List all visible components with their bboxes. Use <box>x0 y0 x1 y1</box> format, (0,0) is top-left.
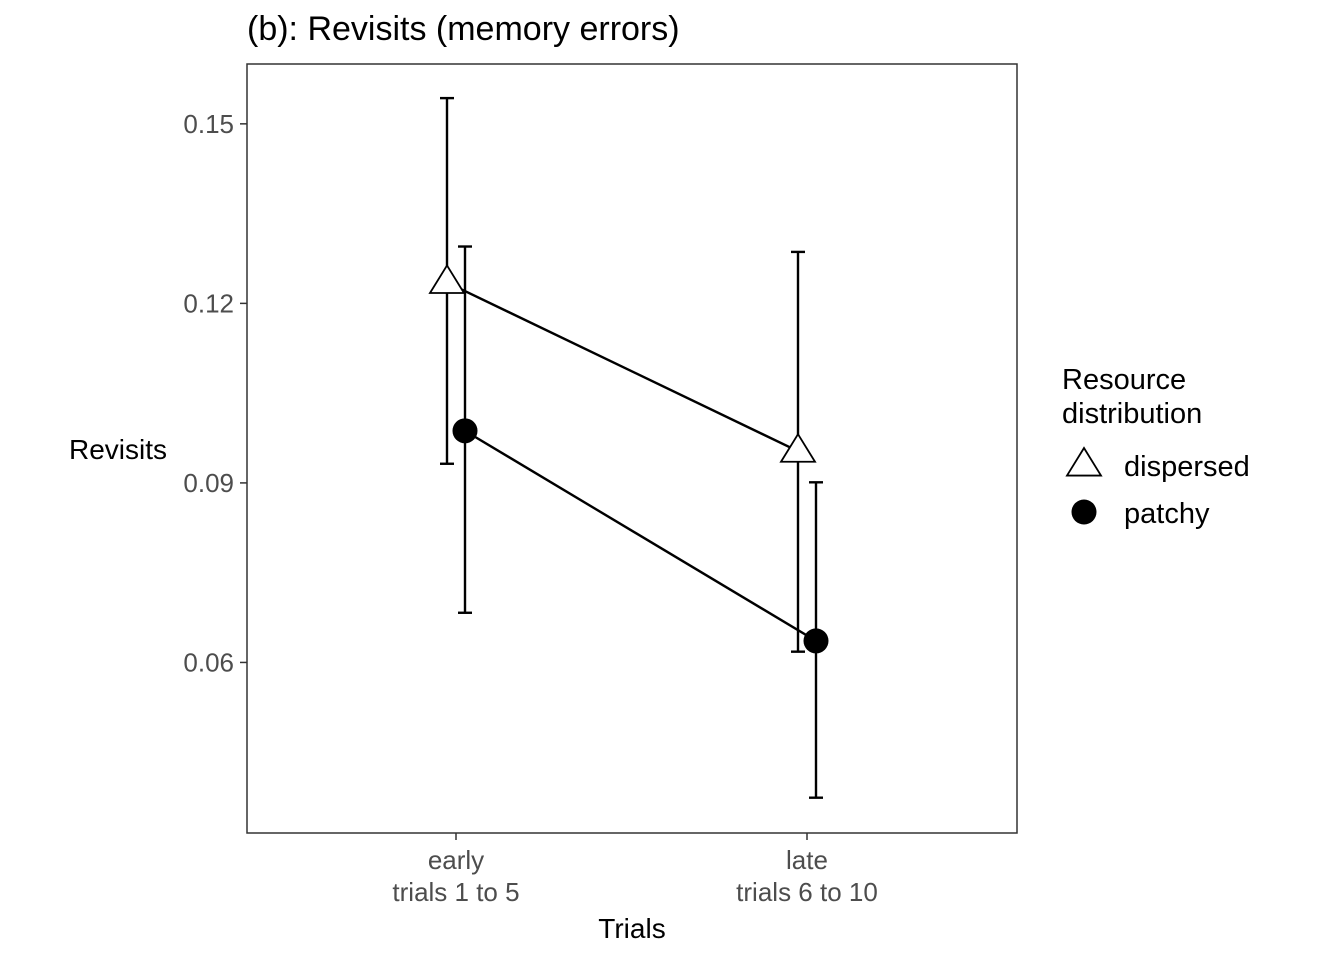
x-tick-label: early <box>428 845 484 875</box>
circle-marker <box>452 418 478 444</box>
y-tick-label: 0.06 <box>183 647 234 677</box>
y-axis: 0.06 0.09 0.12 0.15 <box>183 109 247 677</box>
triangle-marker-legend-key <box>1065 446 1103 477</box>
legend-label: patchy <box>1124 498 1210 530</box>
plot-panel <box>246 63 1018 834</box>
series-line <box>446 281 799 453</box>
y-axis-title: Revisits <box>69 434 167 465</box>
x-tick-label: trials 1 to 5 <box>392 877 519 907</box>
y-tick-label: 0.12 <box>183 288 234 318</box>
legend-title: Resource <box>1062 364 1186 396</box>
y-tick-label: 0.15 <box>183 109 234 139</box>
circle-marker <box>803 628 829 654</box>
legend-item-dispersed: dispersed <box>1065 446 1250 483</box>
x-tick-label: late <box>786 845 828 875</box>
series-line <box>464 429 817 642</box>
triangle-marker <box>779 432 817 463</box>
x-tick-label: trials 6 to 10 <box>736 877 878 907</box>
legend-title: distribution <box>1062 398 1202 430</box>
chart-title: (b): Revisits (memory errors) <box>247 10 680 48</box>
legend-label: dispersed <box>1124 451 1250 483</box>
series-layer <box>428 96 829 799</box>
y-tick-label: 0.09 <box>183 468 234 498</box>
circle-marker-legend-key <box>1071 499 1097 525</box>
legend-item-patchy: patchy <box>1071 498 1210 530</box>
x-axis-title: Trials <box>598 913 665 944</box>
triangle-marker <box>428 263 466 294</box>
